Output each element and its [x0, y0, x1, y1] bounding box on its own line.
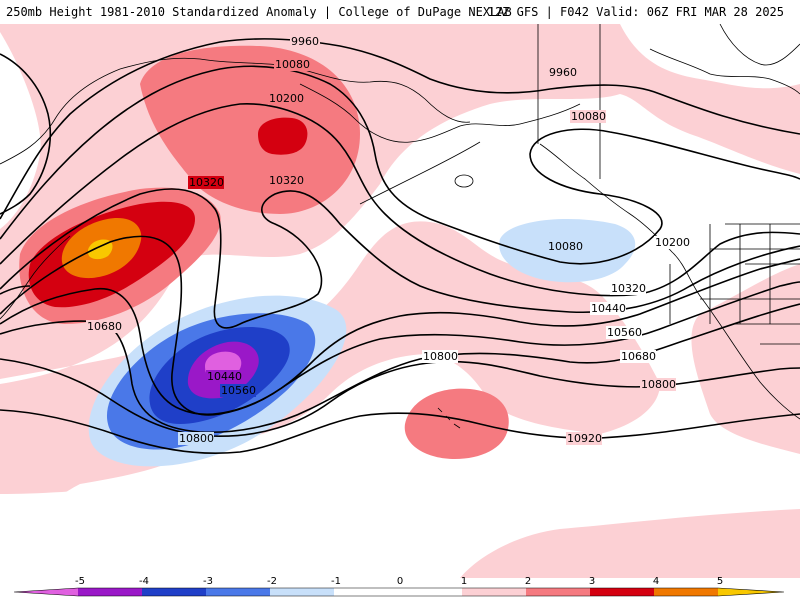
colorbar-tick: -3 — [203, 576, 213, 587]
valid-time: 12Z GFS | F042 Valid: 06Z FRI MAR 28 202… — [487, 5, 784, 19]
contour-label: 9960 — [291, 35, 319, 48]
map-header: 250mb Height 1981-2010 Standardized Anom… — [0, 0, 800, 24]
contour-label: 10080 — [571, 110, 606, 123]
contour-label: 10680 — [87, 320, 122, 333]
neutral-region-south — [0, 444, 322, 564]
colorbar-right-arrow — [718, 588, 784, 596]
contour-label: 10800 — [423, 350, 458, 363]
contour-label: 10800 — [179, 432, 214, 445]
contour-10320 — [0, 188, 800, 329]
contour-9960 — [0, 38, 800, 220]
colorbar-tick: 2 — [525, 576, 531, 587]
colorbar-tick: -4 — [139, 576, 149, 587]
contour-label: 10680 — [621, 350, 656, 363]
contour-label: 10440 — [207, 370, 242, 383]
colorbar-bin-pos2 — [526, 588, 590, 596]
colorbar-tick: -5 — [75, 576, 85, 587]
colorbar-bin-neg2 — [270, 588, 334, 596]
contour-labels: 9960 9960 10080 10080 10080 10200 10200 … — [86, 34, 690, 445]
contour-label: 10200 — [269, 92, 304, 105]
contour-label: 10320 — [611, 282, 646, 295]
contour-10200 — [0, 103, 800, 297]
colorbar-tick: 3 — [589, 576, 595, 587]
contour-label: 9960 — [549, 66, 577, 79]
neutral-region-west — [0, 32, 41, 229]
colorbar-tick: 4 — [653, 576, 659, 587]
pos2-north — [140, 45, 360, 215]
contour-label: 10800 — [641, 378, 676, 391]
colorbar-tick: 5 — [717, 576, 723, 587]
colorbar-bin-neg3 — [206, 588, 270, 596]
contour-9960-west — [0, 53, 52, 215]
colorbar-outline — [13, 587, 785, 597]
colorbar-bin-pos3 — [590, 588, 654, 596]
anomaly-map: 9960 9960 10080 10080 10080 10200 10200 … — [0, 24, 800, 578]
contour-label: 10440 — [591, 302, 626, 315]
colorbar-tick: 1 — [461, 576, 467, 587]
contour-10680-north — [0, 285, 31, 295]
contour-10560 — [0, 281, 800, 416]
colorbar-bin-neg5 — [78, 588, 142, 596]
contour-label: 10560 — [221, 384, 256, 397]
contour-label: 10920 — [567, 432, 602, 445]
map-title: 250mb Height 1981-2010 Standardized Anom… — [6, 5, 512, 19]
neutral-region-north-right — [620, 24, 800, 89]
contour-label: 10080 — [275, 58, 310, 71]
colorbar-left-arrow — [14, 588, 78, 596]
coastlines — [0, 24, 800, 429]
colorbar-ticks: -5 -4 -3 -2 -1 0 1 2 3 4 5 — [75, 576, 723, 587]
contour-10920 — [0, 409, 800, 454]
contour-label: 10080 — [548, 240, 583, 253]
pos3-north — [258, 117, 308, 155]
contour-label: 10560 — [607, 326, 642, 339]
colorbar-bin-pos1 — [462, 588, 526, 596]
contour-label: 10320 — [189, 176, 224, 189]
colorbar-bin-neg1 — [334, 588, 398, 596]
pos2-hawaii — [404, 388, 509, 459]
colorbar-tick: -1 — [331, 576, 341, 587]
contour-10440 — [0, 235, 800, 416]
colorbar-bin-pos4 — [654, 588, 718, 596]
colorbar-bin-neg4 — [142, 588, 206, 596]
colorbar-tick: -2 — [267, 576, 277, 587]
contour-label: 10200 — [655, 236, 690, 249]
colorbar-tick: 0 — [397, 576, 403, 587]
contour-10080 — [0, 65, 800, 265]
colorbar-bin-pos0 — [398, 588, 462, 596]
contour-label: 10320 — [269, 174, 304, 187]
colorbar: -5 -4 -3 -2 -1 0 1 2 3 4 5 — [13, 576, 785, 597]
